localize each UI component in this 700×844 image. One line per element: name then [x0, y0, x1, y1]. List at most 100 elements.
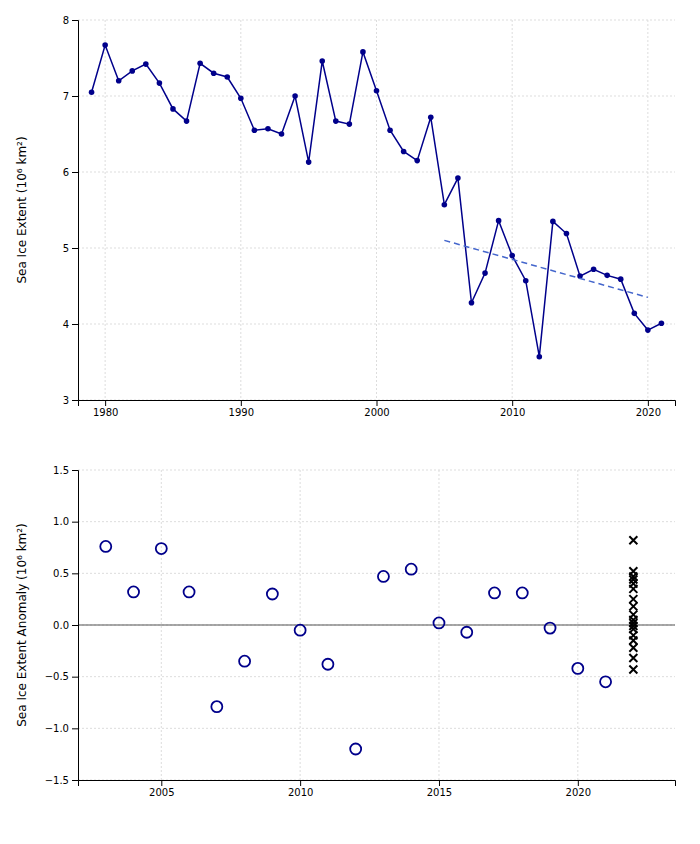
- y-tick: 0.5: [53, 568, 78, 579]
- dot: [442, 202, 448, 208]
- y-tick-mark: [72, 96, 78, 97]
- grid-line-x: [376, 20, 377, 400]
- x-tick-label: 2005: [149, 787, 174, 798]
- grid-line-y: [78, 248, 675, 249]
- dot: [428, 114, 434, 120]
- y-tick-label: −1.5: [45, 775, 69, 786]
- y-tick-label: −1.0: [45, 723, 69, 734]
- chart-svg: 19801990200020102020345678Sea Ice Extent…: [0, 0, 700, 844]
- grid-line-y: [78, 96, 675, 97]
- y-tick-mark: [72, 728, 78, 729]
- marks: [89, 42, 664, 359]
- x-axis-line: [79, 781, 676, 787]
- x-tick: 2010: [500, 400, 525, 418]
- x-tick: 2020: [566, 780, 591, 798]
- x-tick-label: 2000: [364, 407, 389, 418]
- x-tick: 2010: [288, 780, 313, 798]
- y-tick-label: −0.5: [45, 671, 69, 682]
- x-marker: [629, 585, 637, 593]
- open-circle: [406, 564, 417, 575]
- x-axis: 2005 2010 2015 2020: [79, 780, 676, 798]
- y-tick: 5: [63, 243, 78, 254]
- y-axis: 345678: [63, 15, 79, 406]
- grid-line-x: [105, 20, 106, 400]
- dot: [401, 149, 407, 155]
- dot: [197, 61, 203, 67]
- y-tick: 1.0: [53, 516, 78, 527]
- dot: [523, 278, 529, 284]
- y-tick: 7: [63, 91, 78, 102]
- y-axis-title: Sea Ice Extent (10⁶ km²): [15, 136, 29, 283]
- y-tick-mark: [72, 522, 78, 523]
- open-circle: [267, 589, 278, 600]
- y-tick: −1.0: [45, 723, 78, 734]
- x-tick-label: 1990: [229, 407, 254, 418]
- dot: [347, 121, 353, 127]
- open-circle: [100, 541, 111, 552]
- open-circle: [433, 617, 444, 628]
- dot: [550, 219, 556, 225]
- series-line: [92, 45, 662, 357]
- open-circle: [239, 656, 250, 667]
- dot: [157, 80, 163, 86]
- grid-line-y: [78, 324, 675, 325]
- dot: [265, 126, 271, 132]
- dot: [387, 127, 393, 133]
- marks: [78, 536, 675, 754]
- dot: [509, 253, 515, 259]
- dot: [537, 354, 543, 360]
- y-tick: 8: [63, 15, 78, 26]
- dot: [252, 127, 258, 133]
- dot: [645, 327, 651, 333]
- grid-line-y: [78, 470, 675, 471]
- dot: [306, 159, 312, 165]
- dot: [455, 175, 461, 181]
- y-axis-line: [72, 471, 79, 781]
- grid: [78, 20, 675, 400]
- x-tick: 2000: [364, 400, 389, 418]
- y-tick: 1.5: [53, 465, 78, 476]
- y-tick: 4: [63, 319, 78, 330]
- y-tick-label: 7: [63, 91, 69, 102]
- x-tick-mark: [377, 400, 378, 406]
- y-tick-mark: [72, 780, 78, 781]
- panel: 19801990200020102020345678Sea Ice Extent…: [15, 15, 676, 418]
- dot: [102, 42, 108, 48]
- x-tick: 2015: [427, 780, 452, 798]
- dot: [469, 300, 475, 306]
- open-circle: [350, 744, 361, 755]
- x-tick-mark: [578, 780, 579, 786]
- grid-line-y: [78, 20, 675, 21]
- open-circle: [156, 543, 167, 554]
- dot: [89, 89, 95, 95]
- y-tick-mark: [72, 625, 78, 626]
- dot: [591, 266, 597, 272]
- x-tick: 1980: [93, 400, 118, 418]
- open-circle: [517, 587, 528, 598]
- dot: [184, 118, 190, 124]
- x-marker: [629, 595, 637, 603]
- dot: [116, 78, 122, 84]
- open-circle: [378, 571, 389, 582]
- open-circle: [295, 625, 306, 636]
- grid-line-x: [512, 20, 513, 400]
- dot: [333, 118, 339, 124]
- grid-line-y: [78, 172, 675, 173]
- grid-line-x: [647, 20, 648, 400]
- x-tick: 1990: [229, 400, 254, 418]
- x-tick-mark: [105, 400, 106, 406]
- y-axis-line: [72, 21, 79, 401]
- reference-line: [78, 624, 675, 625]
- x-tick-label: 1980: [93, 407, 118, 418]
- dot: [374, 88, 380, 94]
- x-axis-line: [79, 401, 676, 407]
- dot: [360, 49, 366, 55]
- grid-line-y: [78, 521, 675, 522]
- dot: [618, 276, 624, 282]
- dot: [170, 106, 176, 112]
- grid-line-x: [240, 20, 241, 400]
- x-marker: [629, 536, 637, 544]
- x-tick-mark: [300, 780, 301, 786]
- x-marker: [629, 637, 637, 645]
- y-tick-mark: [72, 20, 78, 21]
